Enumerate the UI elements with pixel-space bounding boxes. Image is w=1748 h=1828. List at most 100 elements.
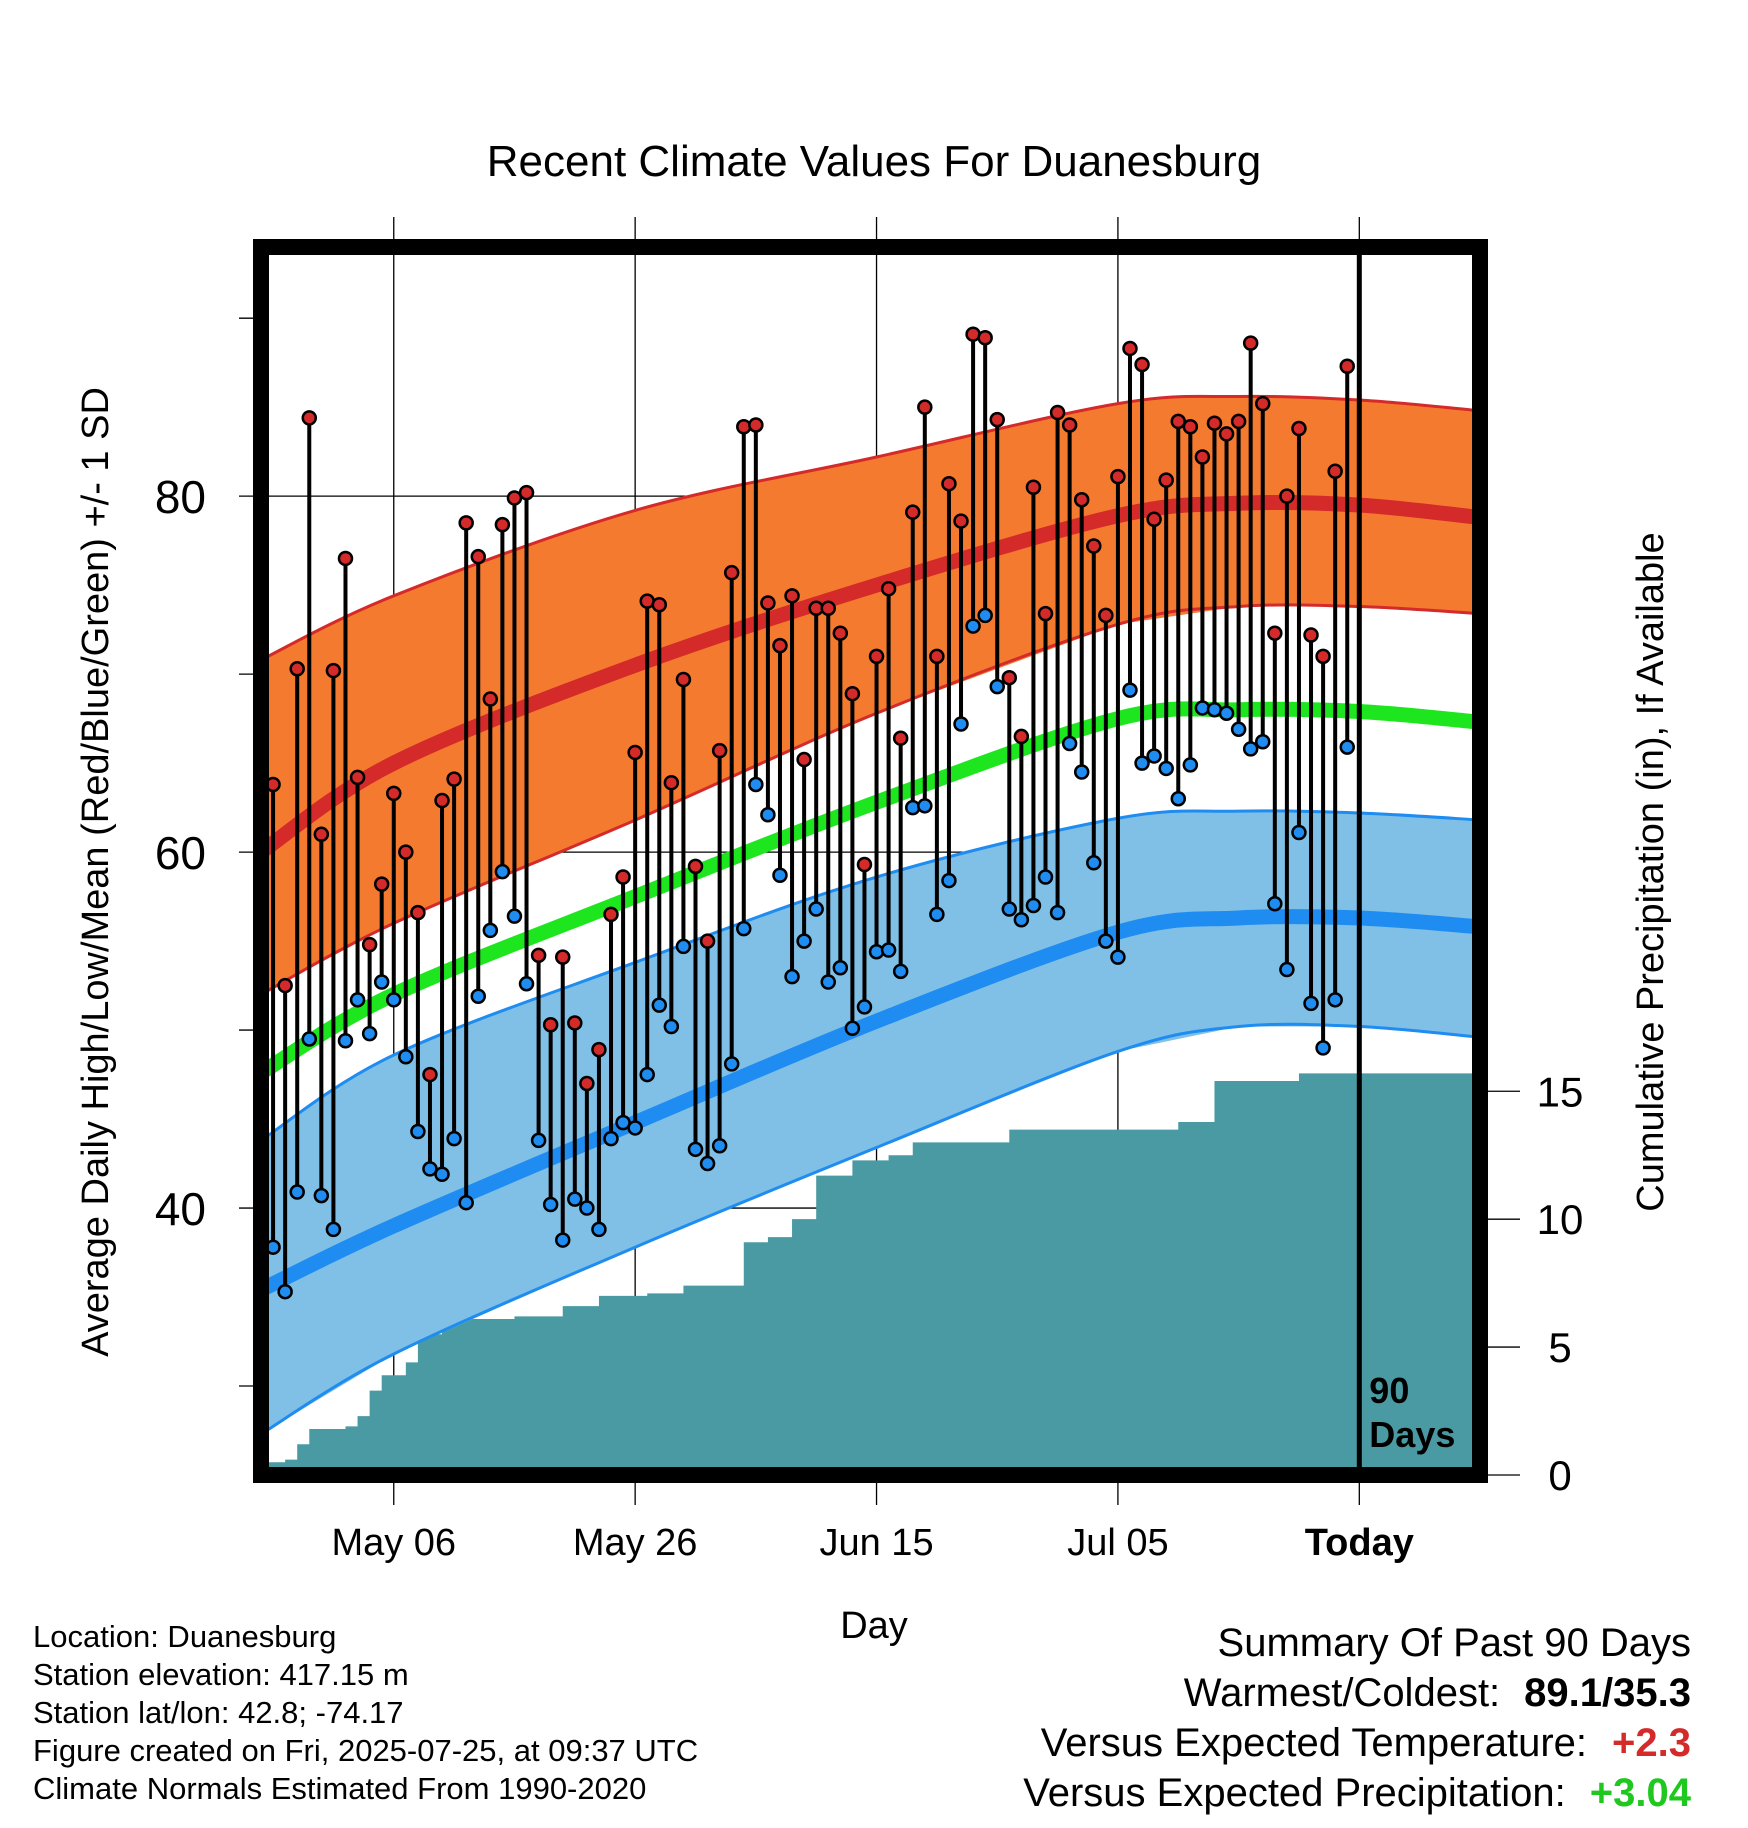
daily-low-point	[820, 974, 837, 990]
daily-high-point	[820, 600, 837, 617]
daily-low-point	[953, 716, 969, 732]
daily-high-point	[1073, 491, 1090, 508]
x-tick-label: May 26	[573, 1522, 698, 1564]
daily-high-point	[1061, 417, 1078, 433]
daily-high-point	[917, 399, 933, 415]
daily-high-point	[941, 475, 957, 492]
daily-high-point	[1242, 335, 1259, 351]
x-axis-label: Day	[840, 1605, 908, 1647]
daily-low-point	[301, 1031, 318, 1047]
daily-low-point	[434, 1166, 450, 1182]
daily-low-point	[361, 1025, 378, 1042]
temp-anomaly-value: +2.3	[1612, 1721, 1691, 1765]
daily-high-point	[748, 417, 764, 433]
daily-low-point	[977, 607, 993, 624]
daily-high-point	[760, 595, 776, 611]
x-tick-label: Jul 05	[1067, 1522, 1168, 1564]
daily-low-point	[675, 938, 692, 955]
daily-low-point	[542, 1196, 559, 1213]
daily-low-point	[591, 1221, 607, 1238]
daily-high-point	[1110, 468, 1126, 485]
daily-high-point	[301, 410, 318, 426]
normals-text: Climate Normals Estimated From 1990-2020	[33, 1771, 647, 1806]
daily-low-point	[1110, 949, 1126, 965]
daily-low-point	[349, 992, 366, 1008]
daily-high-point	[1315, 648, 1331, 665]
daily-high-point	[772, 637, 788, 654]
daily-low-point	[1242, 741, 1259, 757]
daily-high-point	[1339, 358, 1355, 374]
y-tick-label: 40	[155, 1183, 206, 1235]
precip-anomaly-label: Versus Expected Precipitation:	[1023, 1771, 1566, 1815]
daily-low-point	[470, 988, 486, 1005]
daily-low-point	[1098, 933, 1114, 949]
daily-high-point	[349, 769, 366, 786]
daily-low-point	[554, 1232, 571, 1248]
high-upper-edge	[260, 394, 1481, 662]
daily-high-point	[687, 858, 704, 875]
daily-high-point	[1255, 395, 1271, 412]
daily-low-point	[892, 963, 909, 980]
temp-anomaly-label: Versus Expected Temperature:	[1040, 1721, 1587, 1765]
daily-high-point	[410, 904, 426, 921]
daily-low-point	[325, 1221, 342, 1238]
today-marker-label: Days	[1369, 1414, 1455, 1455]
daily-low-point	[1267, 895, 1283, 912]
daily-high-point	[458, 515, 474, 531]
daily-low-point	[579, 1200, 595, 1216]
daily-low-point	[687, 1141, 704, 1158]
daily-high-point	[615, 869, 631, 885]
daily-low-point	[289, 1184, 305, 1200]
daily-high-point	[603, 906, 619, 923]
warmest-coldest-label: Warmest/Coldest:	[1183, 1671, 1501, 1715]
daily-high-point	[373, 876, 390, 892]
daily-high-point	[784, 588, 800, 604]
daily-high-point	[1098, 607, 1114, 624]
daily-high-point	[1230, 413, 1247, 430]
daily-high-point	[1146, 511, 1162, 528]
daily-high-point	[904, 504, 921, 520]
daily-high-point	[1001, 669, 1018, 686]
chart-title: Recent Climate Values For Duanesburg	[487, 137, 1261, 186]
daily-low-point	[1134, 755, 1150, 771]
daily-high-point	[361, 936, 378, 953]
daily-high-point	[1037, 605, 1054, 622]
y-axis-label: Average Daily High/Low/Mean (Red/Blue/Gr…	[75, 387, 117, 1357]
daily-low-point	[663, 1018, 680, 1035]
daily-low-point	[1339, 739, 1355, 755]
daily-low-point	[784, 968, 800, 985]
daily-low-point	[929, 906, 945, 923]
y2-tick-label: 10	[1537, 1196, 1584, 1243]
daily-high-point	[953, 513, 969, 529]
daily-high-point	[325, 662, 342, 679]
daily-low-point	[482, 922, 499, 939]
daily-high-point	[1267, 625, 1283, 641]
daily-high-point	[542, 1016, 559, 1033]
daily-low-point	[1061, 735, 1078, 752]
y-tick-label: 80	[155, 471, 206, 523]
daily-low-point	[337, 1033, 354, 1049]
daily-low-point	[989, 678, 1005, 695]
daily-low-point	[1182, 757, 1199, 773]
daily-low-point	[1013, 911, 1030, 928]
normal-low-line	[257, 908, 1481, 1297]
daily-high-point	[518, 484, 535, 501]
daily-high-point	[1025, 479, 1042, 496]
daily-high-point	[675, 671, 692, 688]
daily-high-point	[289, 661, 305, 677]
daily-low-point	[373, 974, 390, 990]
daily-low-point	[772, 867, 788, 883]
daily-low-point	[808, 901, 824, 917]
daily-low-point	[639, 1066, 655, 1083]
daily-low-point	[1049, 904, 1066, 921]
daily-high-point	[1086, 538, 1102, 554]
y2-tick-label: 15	[1537, 1068, 1584, 1115]
daily-low-point	[277, 1283, 293, 1300]
daily-high-point	[554, 949, 571, 965]
daily-low-point	[1327, 992, 1343, 1008]
daily-low-point	[398, 1049, 414, 1065]
daily-high-point	[868, 648, 885, 665]
y-tick-label: 60	[155, 827, 206, 879]
daily-low-point	[844, 1020, 861, 1037]
